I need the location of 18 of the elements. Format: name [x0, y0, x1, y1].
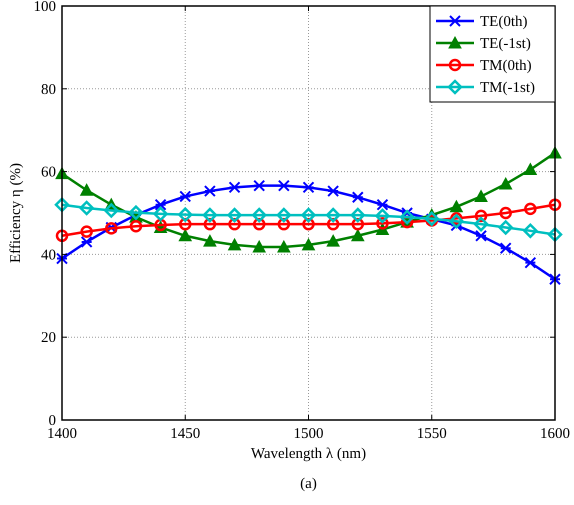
- x-axis-title: Wavelength λ (nm): [250, 446, 366, 462]
- y-tick-label: 20: [41, 330, 56, 346]
- y-tick-label: 60: [41, 164, 56, 181]
- legend-label: TM(0th): [480, 58, 532, 74]
- y-tick-label: 80: [41, 82, 56, 98]
- y-tick-label: 0: [48, 413, 56, 429]
- x-tick-label: 1600: [540, 426, 570, 442]
- x-tick-label: 1500: [294, 426, 324, 442]
- y-axis-title: Efficiency η (%): [8, 162, 24, 264]
- legend-label: TE(-1st): [480, 36, 531, 52]
- text: (a): [300, 476, 317, 492]
- legend-label: TM(-1st): [480, 80, 535, 96]
- y-tick-label: 100: [34, 0, 56, 15]
- x-tick-label: 1450: [170, 426, 200, 442]
- x-tick-label: 1550: [416, 426, 447, 442]
- x-tick-label: 1400: [47, 426, 77, 442]
- legend-label: TE(0th): [480, 14, 528, 30]
- y-tick-label: 40: [41, 247, 56, 264]
